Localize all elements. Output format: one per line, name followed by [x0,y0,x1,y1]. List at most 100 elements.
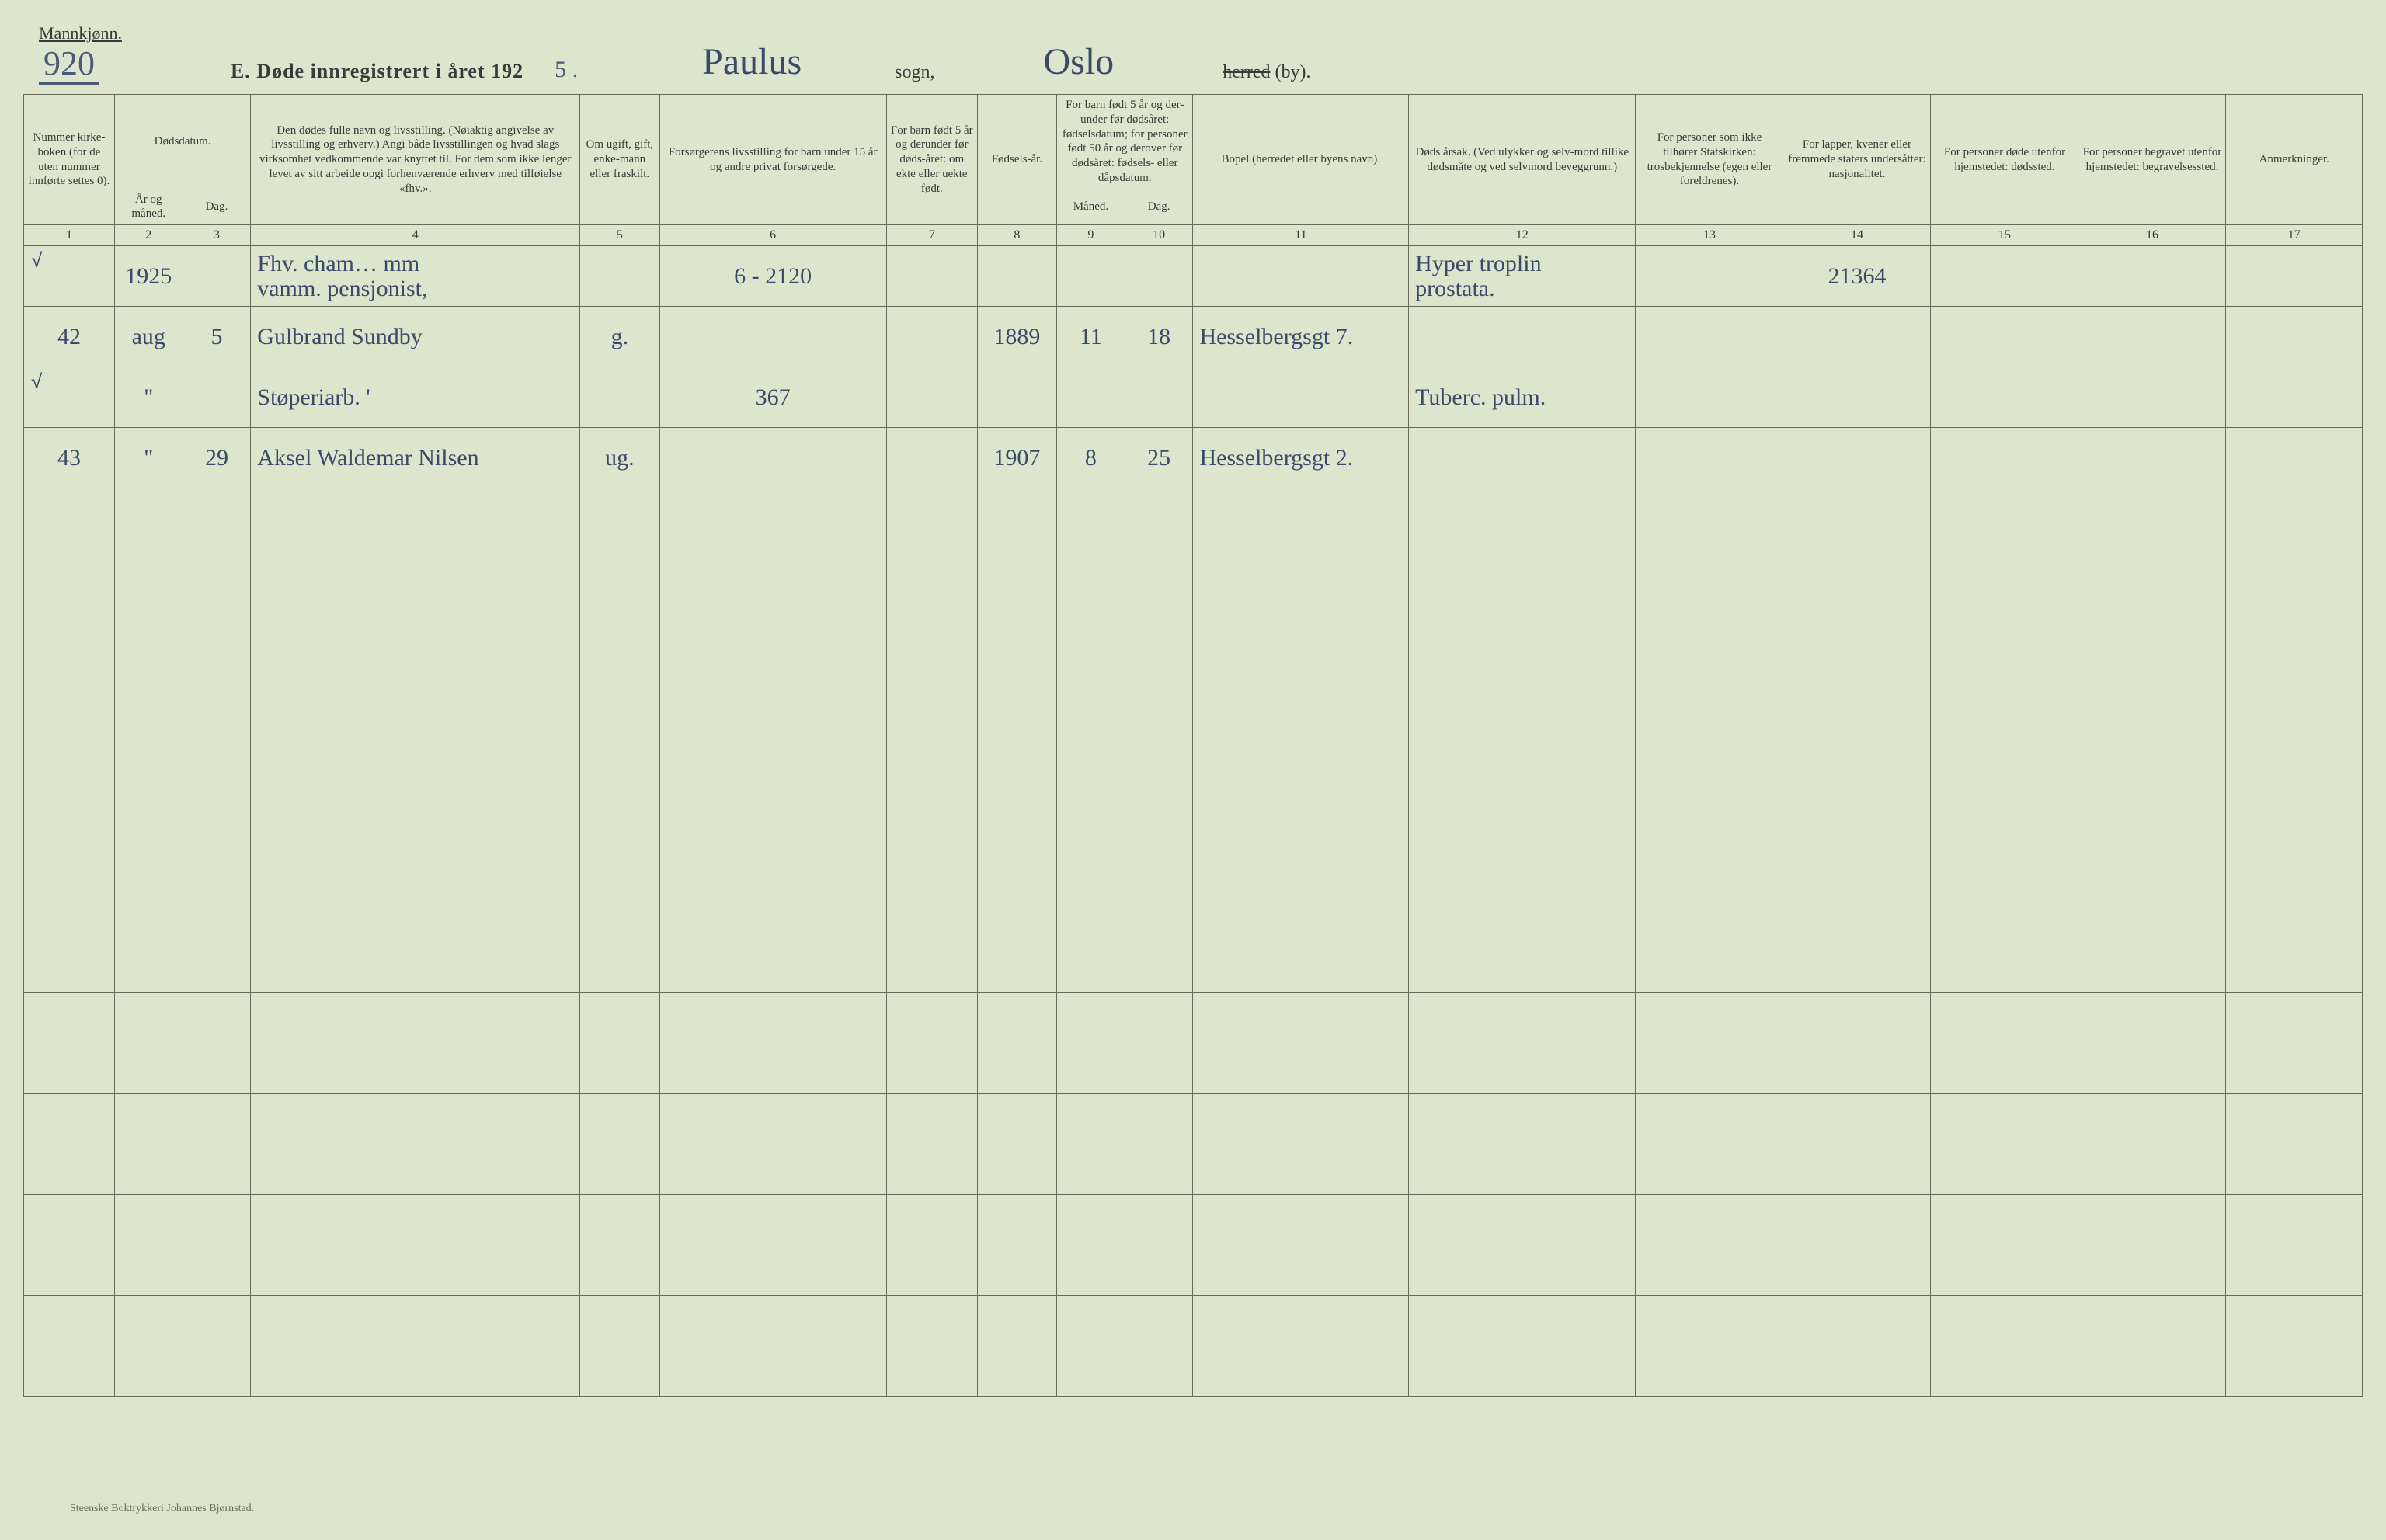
empty-cell [2226,993,2363,1094]
cell-birth_day: 18 [1125,307,1193,367]
column-number: 8 [977,225,1056,246]
herred-label-strike: herred [1223,62,1270,82]
cell-birth_year [977,246,1056,307]
empty-cell [1125,1195,1193,1296]
cell-nat [1783,428,1931,488]
empty-cell [1125,1296,1193,1397]
empty-cell [2226,589,2363,690]
cell-status [580,367,659,428]
empty-cell [1636,1296,1783,1397]
form-title-year: 5 . [555,57,578,83]
table-row-empty [24,892,2363,993]
table-row-empty [24,690,2363,791]
empty-cell [114,791,183,892]
cell-faith [1636,367,1783,428]
empty-cell [2078,791,2226,892]
column-number: 3 [183,225,251,246]
empty-cell [580,690,659,791]
empty-cell [1125,1094,1193,1195]
cell-cause: Tuberc. pulm. [1409,367,1636,428]
empty-cell [659,1296,886,1397]
ledger-page: Mannkjønn. 920 E. Døde innregistrert i å… [23,16,2363,1524]
gender-label: Mannkjønn. 920 [39,23,122,83]
empty-cell [659,488,886,589]
empty-cell [183,1296,251,1397]
cell-nat [1783,367,1931,428]
empty-cell [2078,892,2226,993]
table-row: "Støperiarb. '367Tuberc. pulm. [24,367,2363,428]
cell-burial [2078,246,2226,307]
cell-deathplace [1931,367,2078,428]
empty-cell [183,589,251,690]
empty-cell [114,892,183,993]
column-number: 14 [1783,225,1931,246]
cell-residence [1193,246,1409,307]
col-header-16: For personer begravet utenfor hjemstedet… [2078,95,2226,225]
empty-cell [2226,1296,2363,1397]
empty-cell [1636,993,1783,1094]
empty-cell [2226,892,2363,993]
empty-cell [886,589,977,690]
empty-cell [1783,791,1931,892]
empty-cell [1057,690,1125,791]
empty-cell [1931,1195,2078,1296]
cell-notes [2226,246,2363,307]
empty-cell [1783,1094,1931,1195]
empty-cell [114,1195,183,1296]
empty-cell [2226,488,2363,589]
empty-cell [886,488,977,589]
empty-cell [659,791,886,892]
empty-cell [1409,1195,1636,1296]
table-row-empty [24,993,2363,1094]
empty-cell [2078,690,2226,791]
empty-cell [1931,589,2078,690]
empty-cell [977,488,1056,589]
cell-birth_month: 8 [1057,428,1125,488]
herred-name: Oslo [1044,40,1115,83]
table-row-empty [24,791,2363,892]
col-header-8: Fødsels-år. [977,95,1056,225]
col-header-2b: Dag. [183,189,251,225]
empty-cell [24,1094,115,1195]
margin-tick: √ [31,370,42,394]
empty-cell [1193,993,1409,1094]
col-header-1: Nummer kirke-boken (for de uten nummer i… [24,95,115,225]
empty-cell [977,690,1056,791]
empty-cell [977,993,1056,1094]
empty-cell [1125,690,1193,791]
cell-provider [659,428,886,488]
printer-footer: Steenske Boktrykkeri Johannes Bjørnstad. [70,1503,254,1515]
cell-day: 5 [183,307,251,367]
column-number: 13 [1636,225,1783,246]
cell-nat: 21364 [1783,246,1931,307]
empty-cell [1193,892,1409,993]
cell-notes [2226,367,2363,428]
cell-birth_month [1057,246,1125,307]
empty-cell [2078,1195,2226,1296]
col-header-9: Måned. [1057,189,1125,225]
empty-cell [1057,892,1125,993]
empty-cell [1057,791,1125,892]
empty-cell [1409,488,1636,589]
col-header-11: Bopel (herredet eller byens navn). [1193,95,1409,225]
column-number: 11 [1193,225,1409,246]
cell-provider [659,307,886,367]
column-number: 17 [2226,225,2363,246]
page-number: 920 [39,44,99,85]
column-number: 2 [114,225,183,246]
empty-cell [1783,993,1931,1094]
empty-cell [977,1094,1056,1195]
empty-cell [114,1094,183,1195]
empty-cell [977,589,1056,690]
column-number: 15 [1931,225,2078,246]
empty-cell [114,1296,183,1397]
col-header-6: Forsørgerens livsstilling for barn under… [659,95,886,225]
empty-cell [1636,690,1783,791]
header-row-1: Nummer kirke-boken (for de uten nummer i… [24,95,2363,189]
empty-cell [580,488,659,589]
cell-deathplace [1931,428,2078,488]
empty-cell [1057,589,1125,690]
column-number: 12 [1409,225,1636,246]
empty-cell [659,1094,886,1195]
empty-cell [114,488,183,589]
